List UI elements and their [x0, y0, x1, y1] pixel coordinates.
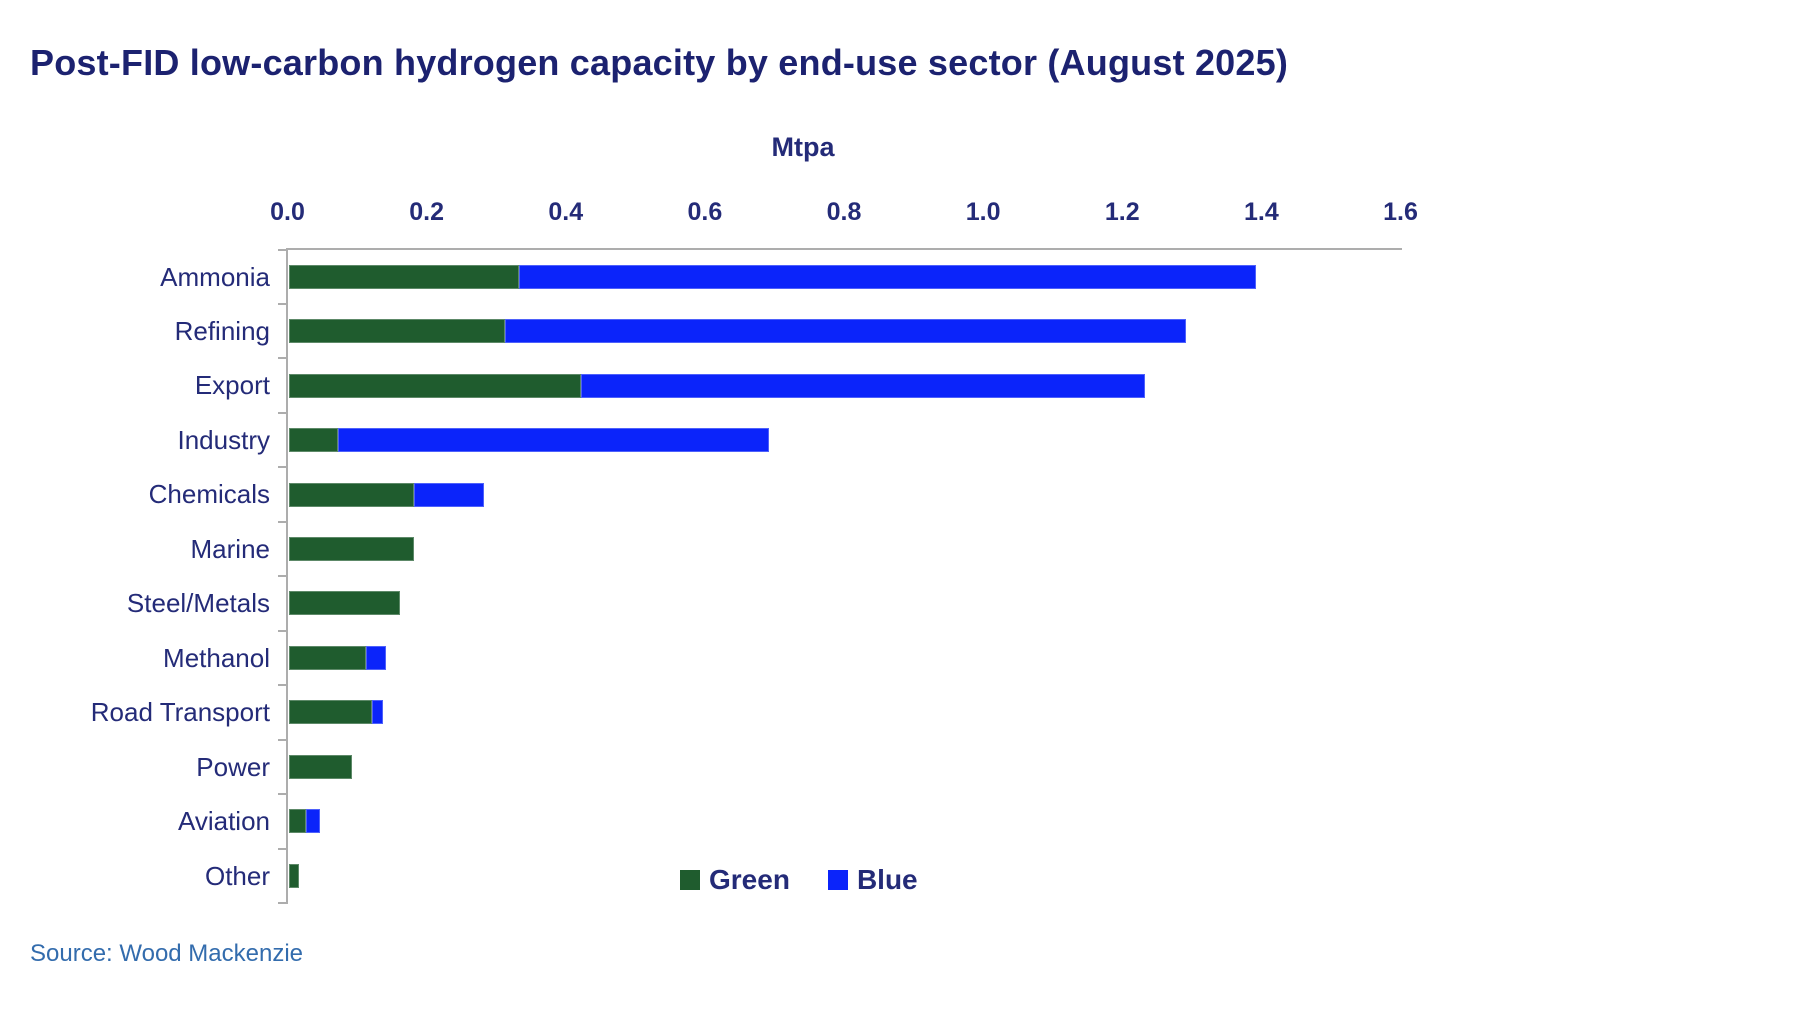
bar-segment-green-methanol: [289, 645, 366, 670]
source-note: Source: Wood Mackenzie: [30, 940, 304, 967]
axis-unit-label: Mtpa: [771, 132, 835, 162]
legend-item-blue: Blue: [827, 864, 918, 896]
x-tick-label-1.4: 1.4: [1243, 198, 1279, 226]
category-label-chemicals: Chemicals: [148, 479, 270, 510]
chart-title: Post-FID low-carbon hydrogen capacity by…: [30, 42, 1289, 83]
bar-industry: [289, 428, 769, 453]
category-label-power: Power: [196, 751, 270, 782]
bar-segment-blue-ammonia: [518, 264, 1256, 289]
bar-segment-blue-refining: [504, 319, 1187, 344]
category-label-marine: Marine: [190, 533, 270, 564]
category-label-methanol: Methanol: [163, 642, 270, 673]
x-tick-label-1.2: 1.2: [1104, 198, 1140, 226]
bar-segment-green-road-transport: [289, 700, 373, 725]
category-label-steel-metals: Steel/Metals: [126, 588, 270, 619]
bar-segment-green-marine: [289, 537, 415, 562]
bar-aviation: [289, 809, 321, 834]
bar-segment-green-export: [289, 373, 582, 398]
x-tick-label-0.0: 0.0: [270, 198, 305, 226]
bar-ammonia: [289, 264, 1256, 289]
bar-other: [289, 863, 300, 888]
bar-segment-green-industry: [289, 428, 338, 453]
x-axis-tick-labels: 0.0 0.2 0.4 0.6 0.8 1.0 1.2 1.4 1.6: [0, 198, 1800, 230]
x-tick-label-0.8: 0.8: [826, 198, 862, 226]
bar-segment-blue-methanol: [365, 645, 387, 670]
bar-segment-green-refining: [289, 319, 505, 344]
bar-marine: [289, 537, 415, 562]
bar-segment-green-aviation: [289, 809, 307, 834]
bar-segment-green-ammonia: [289, 264, 519, 289]
y-axis-tick: [278, 629, 287, 632]
legend-swatch-blue: [827, 870, 848, 890]
y-axis-tick: [278, 302, 287, 305]
y-axis-tick: [278, 793, 287, 796]
bar-export: [289, 373, 1145, 398]
bar-chemicals: [289, 482, 484, 507]
category-label-aviation: Aviation: [177, 806, 270, 837]
y-axis-tick: [278, 684, 287, 687]
legend-item-green: Green: [680, 864, 790, 896]
category-label-ammonia: Ammonia: [160, 261, 270, 292]
legend-swatch-green: [680, 870, 700, 890]
y-axis-tick: [278, 466, 287, 469]
legend-label-green: Green: [709, 864, 790, 895]
y-axis-tick: [278, 738, 287, 741]
bar-refining: [289, 319, 1187, 344]
x-tick-label-0.2: 0.2: [409, 198, 444, 226]
bar-segment-blue-export: [581, 373, 1145, 398]
y-axis-tick: [278, 411, 287, 414]
category-label-road-transport: Road Transport: [90, 697, 270, 728]
y-axis-tick: [278, 357, 287, 360]
category-label-industry: Industry: [177, 424, 271, 455]
y-axis-tick: [278, 902, 287, 904]
bar-segment-green-chemicals: [289, 482, 415, 507]
bar-steel-metals: [289, 591, 401, 616]
y-axis-tick: [278, 248, 287, 251]
bar-power: [289, 754, 352, 779]
category-label-refining: Refining: [174, 315, 270, 346]
bar-segment-green-steel-metals: [289, 591, 401, 616]
bar-segment-green-power: [289, 754, 352, 779]
bar-segment-blue-industry: [337, 428, 769, 453]
x-tick-label-0.6: 0.6: [687, 198, 723, 226]
x-tick-label-1.0: 1.0: [965, 198, 1001, 226]
bar-methanol: [289, 645, 387, 670]
x-tick-label-1.6: 1.6: [1383, 198, 1418, 226]
bar-segment-green-other: [289, 863, 300, 888]
bar-segment-blue-road-transport: [372, 700, 383, 725]
y-axis-line: [286, 248, 288, 904]
x-tick-label-0.4: 0.4: [548, 198, 584, 226]
y-axis-tick: [278, 847, 287, 850]
bar-segment-blue-aviation: [306, 809, 321, 834]
x-axis-line: [287, 248, 1402, 250]
bar-road-transport: [289, 700, 383, 725]
y-axis-tick: [278, 575, 287, 578]
category-label-export: Export: [194, 370, 270, 401]
legend-label-blue: Blue: [856, 864, 918, 895]
legend: Green Blue: [680, 864, 918, 896]
y-axis-tick: [278, 520, 287, 523]
bar-segment-blue-chemicals: [414, 482, 484, 507]
category-label-other: Other: [204, 860, 270, 891]
